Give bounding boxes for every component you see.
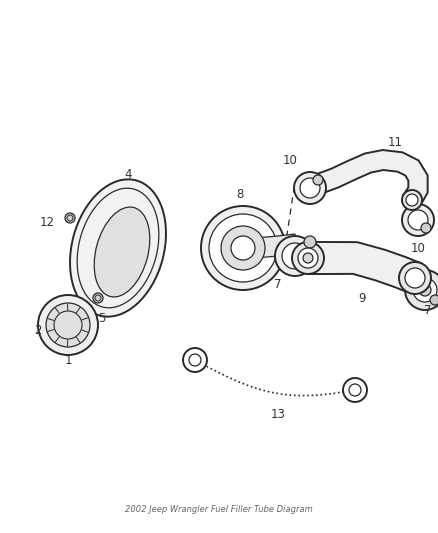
Text: 2: 2: [34, 324, 42, 336]
Circle shape: [46, 303, 90, 347]
Text: 10: 10: [283, 154, 297, 166]
Text: 12: 12: [39, 215, 54, 229]
Ellipse shape: [70, 179, 166, 317]
Text: 13: 13: [271, 408, 286, 422]
Circle shape: [300, 178, 320, 198]
Text: 11: 11: [388, 136, 403, 149]
Text: 8: 8: [237, 189, 244, 201]
Circle shape: [313, 175, 323, 185]
Text: 5: 5: [98, 311, 106, 325]
Circle shape: [231, 236, 255, 260]
Circle shape: [282, 243, 308, 269]
Circle shape: [343, 378, 367, 402]
Circle shape: [421, 223, 431, 233]
Text: 2002 Jeep Wrangler Fuel Filler Tube Diagram: 2002 Jeep Wrangler Fuel Filler Tube Diag…: [125, 505, 313, 514]
Circle shape: [408, 210, 428, 230]
Circle shape: [413, 278, 437, 302]
Circle shape: [292, 242, 324, 274]
Circle shape: [402, 204, 434, 236]
Circle shape: [405, 270, 438, 310]
Circle shape: [298, 248, 318, 268]
Circle shape: [402, 190, 422, 210]
Circle shape: [419, 284, 431, 296]
Polygon shape: [313, 150, 427, 205]
Circle shape: [399, 262, 431, 294]
Circle shape: [221, 226, 265, 270]
Circle shape: [304, 236, 316, 248]
Circle shape: [183, 348, 207, 372]
Ellipse shape: [94, 207, 150, 297]
Circle shape: [65, 213, 75, 223]
Circle shape: [93, 293, 103, 303]
Circle shape: [405, 268, 425, 288]
Text: 10: 10: [410, 241, 425, 254]
Text: 9: 9: [358, 292, 366, 304]
Circle shape: [275, 236, 315, 276]
Circle shape: [294, 172, 326, 204]
Text: 7: 7: [424, 303, 432, 317]
Circle shape: [303, 253, 313, 263]
Circle shape: [209, 214, 277, 282]
Circle shape: [201, 206, 285, 290]
Polygon shape: [255, 234, 295, 258]
Text: 4: 4: [124, 168, 132, 182]
Circle shape: [38, 295, 98, 355]
Text: 1: 1: [64, 353, 72, 367]
Polygon shape: [308, 242, 421, 293]
Circle shape: [430, 295, 438, 305]
Text: 7: 7: [274, 279, 282, 292]
Circle shape: [406, 194, 418, 206]
